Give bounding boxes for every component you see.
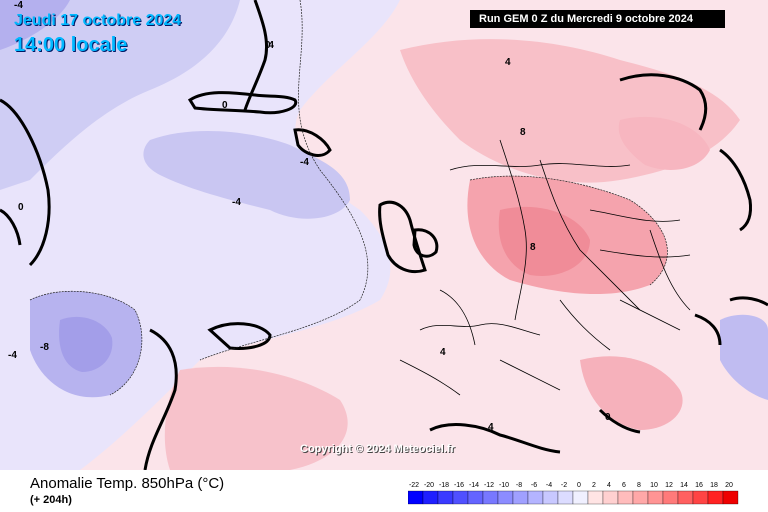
warm-anomaly-zone-balkans <box>580 356 683 430</box>
legend-tick-label: 20 <box>725 482 733 489</box>
contour-label: 0 <box>605 412 611 423</box>
legend-color-cell <box>452 490 469 505</box>
contour-label: 0 <box>222 100 228 111</box>
contour-label: 4 <box>505 57 511 68</box>
forecast-time-title: 14:00 locale <box>14 34 128 56</box>
legend-tick-label: -18 <box>439 482 449 489</box>
legend-tick-label: -12 <box>484 482 494 489</box>
legend-color-cell <box>632 490 649 505</box>
lead-time-label: (+ 204h) <box>30 494 72 506</box>
legend-tick-label: -16 <box>454 482 464 489</box>
legend-color-cell <box>437 490 454 505</box>
legend-color-cell <box>408 490 424 505</box>
cold-anomaly-zone-atlantic <box>143 130 350 219</box>
legend-tick-label: -8 <box>516 482 522 489</box>
legend-color-cell <box>647 490 664 505</box>
legend-color-cell <box>587 490 604 505</box>
legend-tick-label: -20 <box>424 482 434 489</box>
legend-tick-label: 4 <box>607 482 611 489</box>
legend-tick-label: 8 <box>637 482 641 489</box>
legend-color-cell <box>602 490 619 505</box>
variable-label: Anomalie Temp. 850hPa (°C) <box>30 475 225 492</box>
legend-tick-label: 16 <box>695 482 703 489</box>
contour-label: 4 <box>488 422 494 433</box>
legend-color-cell <box>512 490 529 505</box>
cold-anomaly-corner <box>0 0 70 50</box>
legend-color-cell <box>707 490 724 505</box>
legend-tick-label: -10 <box>499 482 509 489</box>
legend-tick-label: -22 <box>409 482 419 489</box>
contour-label: -4 <box>8 350 17 361</box>
legend-color-cell <box>422 490 439 505</box>
legend-color-cell <box>662 490 679 505</box>
legend-tick-label: 10 <box>650 482 658 489</box>
warm-anomaly-zone-baltic <box>618 116 710 170</box>
contour-label: 0 <box>18 202 24 213</box>
legend-tick-label: 18 <box>710 482 718 489</box>
cold-anomaly-zone-greenland <box>0 0 240 190</box>
copyright-text: Copyright © 2024 Meteociel.fr <box>300 443 455 455</box>
forecast-date-title: Jeudi 17 octobre 2024 <box>14 12 182 29</box>
legend-color-cell <box>467 490 484 505</box>
country-borders <box>399 139 691 396</box>
warm-anomaly-zone-atlantic-south <box>164 366 348 470</box>
cold-anomaly-east <box>720 314 768 400</box>
cold-anomaly-core-west <box>59 316 113 372</box>
legend-color-cell <box>722 490 739 505</box>
legend-color-cell <box>497 490 514 505</box>
legend-tick-label: -6 <box>531 482 537 489</box>
legend-color-cell <box>692 490 709 505</box>
contour-label: 0 <box>265 40 271 51</box>
contour-label: -4 <box>232 197 241 208</box>
contour-label: 8 <box>530 242 536 253</box>
legend-tick-label: -2 <box>561 482 567 489</box>
legend-color-cell <box>542 490 559 505</box>
contour-label: -4 <box>265 40 274 51</box>
legend-color-cell <box>557 490 574 505</box>
legend-tick-label: 6 <box>622 482 626 489</box>
contour-label: 4 <box>440 347 446 358</box>
model-run-label: Run GEM 0 Z du Mercredi 9 octobre 2024 <box>470 10 725 28</box>
warm-anomaly-core-central <box>498 206 590 276</box>
legend-tick-label: -4 <box>546 482 552 489</box>
legend-tick-label: -14 <box>469 482 479 489</box>
legend-tick-label: 0 <box>577 482 581 489</box>
contour-label: -8 <box>40 342 49 353</box>
contour-label: -4 <box>300 157 309 168</box>
legend-tick-label: 14 <box>680 482 688 489</box>
contour-label: 8 <box>520 127 526 138</box>
legend-tick-label: 2 <box>592 482 596 489</box>
contour-label: -4 <box>14 0 23 11</box>
color-scale-legend: -22 -20 -18 -16 -14 -12 -10 -8 -6 -4 -2 0 2 4 6 8 10 12 14… <box>408 482 739 505</box>
legend-color-cell <box>572 490 589 505</box>
legend-color-cell <box>677 490 694 505</box>
isolines <box>29 0 668 396</box>
legend-color-cell <box>527 490 544 505</box>
legend-tick-label: 12 <box>665 482 673 489</box>
legend-color-cell <box>617 490 634 505</box>
temperature-anomaly-map[interactable]: -4 0 0 -4 -4 -4 4 8 8 4 0 4 -8 -4 0 Jeudi 17 octobre 2… <box>0 0 768 470</box>
map-footer: Anomalie Temp. 850hPa (°C) (+ 204h) -22-… <box>0 470 768 512</box>
legend-color-cell <box>482 490 499 505</box>
coastlines <box>0 0 768 470</box>
